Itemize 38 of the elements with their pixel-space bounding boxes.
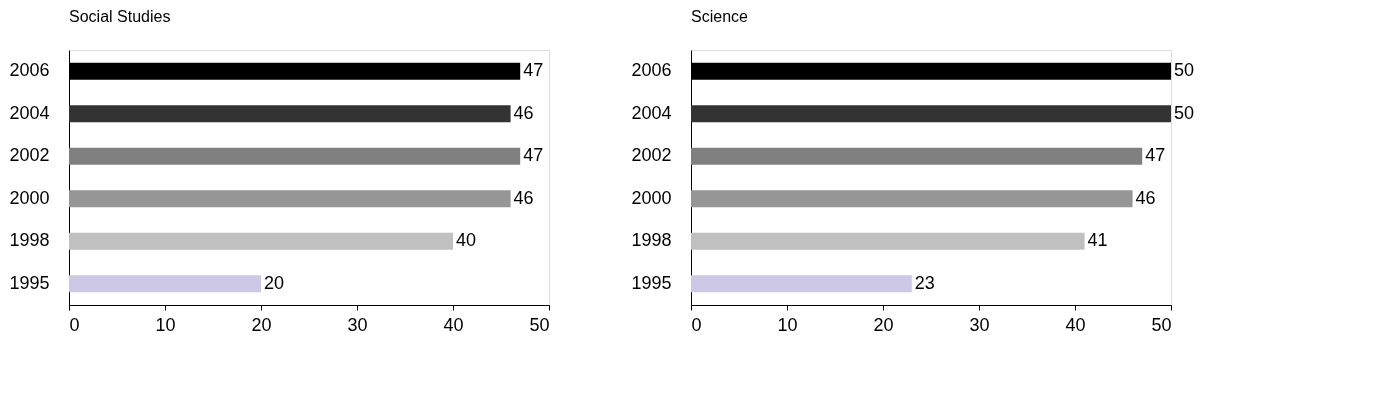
chart-title: Science xyxy=(691,8,749,25)
x-tick-label: 20 xyxy=(251,314,272,335)
data-label: 20 xyxy=(264,272,285,293)
x-tick-label: 50 xyxy=(1151,314,1172,335)
y-tick-label: 2000 xyxy=(631,187,672,208)
data-label: 46 xyxy=(1135,187,1156,208)
y-tick-label: 2004 xyxy=(631,102,672,123)
data-label: 47 xyxy=(523,60,544,81)
x-tick-label: 40 xyxy=(443,314,464,335)
data-label: 47 xyxy=(523,145,544,166)
chart-title: Social Studies xyxy=(69,8,171,25)
x-tick-label: 30 xyxy=(347,314,368,335)
y-tick-label: 1995 xyxy=(9,272,50,293)
y-tick-label: 2004 xyxy=(9,102,50,123)
x-tick-label: 30 xyxy=(969,314,990,335)
x-tick-label: 20 xyxy=(873,314,894,335)
data-label: 46 xyxy=(513,187,534,208)
y-tick-label: 1998 xyxy=(631,230,672,251)
data-label: 41 xyxy=(1087,230,1108,251)
data-label: 46 xyxy=(513,102,534,123)
x-tick-label: 50 xyxy=(529,314,550,335)
y-tick-label: 2002 xyxy=(9,145,50,166)
y-tick-label: 1995 xyxy=(631,272,672,293)
y-tick-label: 2000 xyxy=(9,187,50,208)
x-tick-label: 40 xyxy=(1065,314,1086,335)
y-tick-label: 2006 xyxy=(9,60,50,81)
y-tick-label: 1998 xyxy=(9,230,50,251)
x-tick-label: 10 xyxy=(155,314,176,335)
data-label: 40 xyxy=(456,230,477,251)
data-label: 47 xyxy=(1145,145,1166,166)
x-tick-label: 0 xyxy=(69,314,80,335)
y-tick-label: 2002 xyxy=(631,145,672,166)
x-tick-label: 10 xyxy=(777,314,798,335)
y-tick-label: 2006 xyxy=(631,60,672,81)
data-label: 50 xyxy=(1174,102,1195,123)
x-tick-label: 0 xyxy=(691,314,702,335)
data-label: 50 xyxy=(1174,60,1195,81)
data-label: 23 xyxy=(914,272,935,293)
